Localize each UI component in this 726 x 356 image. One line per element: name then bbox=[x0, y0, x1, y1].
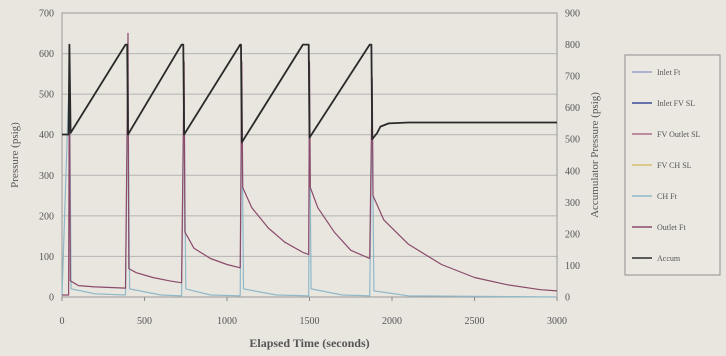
left-tick-label: 100 bbox=[39, 252, 54, 263]
legend-label: FV CH SL bbox=[657, 161, 692, 170]
legend: Inlet Ft Inlet FV SL FV Outlet SL FV CH SL C… bbox=[624, 54, 721, 276]
left-axis-ticks: 0 100 200 300 400 500 600 700 bbox=[39, 9, 54, 304]
right-tick-label: 400 bbox=[565, 166, 580, 177]
x-tick-label: 2000 bbox=[382, 316, 402, 327]
left-tick-label: 300 bbox=[39, 171, 54, 182]
x-tick-label: 500 bbox=[137, 316, 152, 327]
x-tick-label: 1000 bbox=[217, 316, 237, 327]
x-tick-label: 2500 bbox=[465, 316, 485, 327]
left-tick-label: 0 bbox=[49, 293, 54, 304]
legend-label: Inlet Ft bbox=[657, 68, 681, 77]
x-axis-label: Elapsed Time (seconds) bbox=[249, 336, 369, 350]
left-axis-label: Pressure (psig) bbox=[9, 122, 21, 188]
x-axis-ticks: 0 500 1000 1500 2000 2500 3000 bbox=[60, 297, 567, 327]
right-tick-label: 700 bbox=[565, 72, 580, 83]
right-tick-label: 100 bbox=[565, 261, 580, 272]
series-line-ch-ft bbox=[61, 69, 558, 298]
x-tick-label: 1500 bbox=[300, 316, 320, 327]
left-tick-label: 500 bbox=[39, 90, 54, 101]
left-tick-label: 200 bbox=[39, 211, 54, 222]
left-tick-label: 700 bbox=[39, 9, 54, 20]
x-tick-label: 3000 bbox=[547, 316, 567, 327]
right-tick-label: 900 bbox=[565, 9, 580, 20]
legend-label: CH Ft bbox=[657, 192, 678, 201]
right-tick-label: 200 bbox=[565, 229, 580, 240]
left-tick-label: 600 bbox=[39, 49, 54, 60]
right-tick-label: 500 bbox=[565, 135, 580, 146]
series-layer bbox=[61, 32, 558, 298]
left-tick-label: 400 bbox=[39, 130, 54, 141]
right-axis-label: Accumulator Pressure (psig) bbox=[589, 92, 601, 218]
right-axis-ticks: 0 100 200 300 400 500 600 700 800 900 bbox=[565, 9, 580, 304]
legend-label: Inlet FV SL bbox=[657, 99, 695, 108]
legend-label: Outlet Ft bbox=[657, 223, 686, 232]
right-tick-label: 600 bbox=[565, 103, 580, 114]
legend-label: FV Outlet SL bbox=[657, 130, 701, 139]
legend-label: Accum bbox=[657, 254, 681, 263]
right-tick-label: 800 bbox=[565, 40, 580, 51]
series-line-accum bbox=[62, 43, 557, 144]
right-tick-label: 0 bbox=[565, 293, 570, 304]
x-tick-label: 0 bbox=[60, 316, 65, 327]
right-tick-label: 300 bbox=[565, 198, 580, 209]
